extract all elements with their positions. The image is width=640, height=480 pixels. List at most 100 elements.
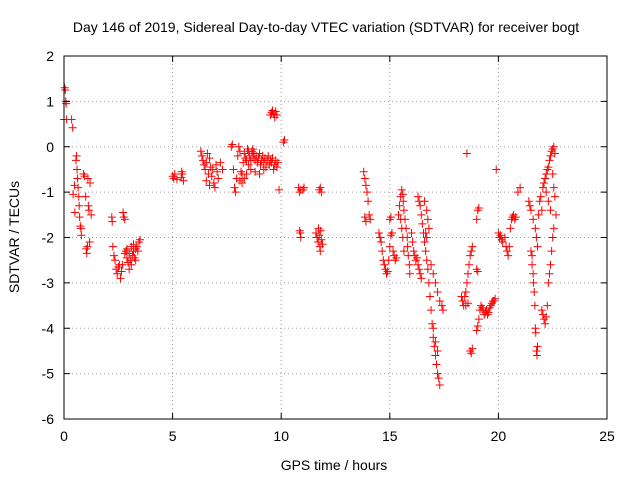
data-point [544, 197, 553, 206]
data-point [235, 176, 244, 185]
data-point [72, 151, 81, 160]
data-point [411, 256, 420, 265]
data-point [506, 224, 515, 233]
data-point [421, 228, 430, 237]
data-point [316, 247, 325, 256]
data-point [435, 380, 444, 389]
data-point [437, 301, 446, 310]
data-point [377, 238, 386, 247]
data-point [431, 351, 440, 360]
data-point [434, 374, 443, 383]
y-tick-label: -5 [42, 366, 55, 382]
y-tick-label: 0 [46, 139, 54, 155]
data-point [170, 169, 179, 178]
data-point [516, 183, 525, 192]
data-point [259, 165, 268, 174]
y-tick-label: -2 [42, 230, 55, 246]
data-point [423, 215, 432, 224]
data-point [75, 201, 84, 210]
data-point [477, 301, 486, 310]
data-point [85, 238, 94, 247]
data-point [359, 167, 368, 176]
data-point [79, 169, 88, 178]
data-point [526, 247, 535, 256]
data-point [279, 138, 288, 147]
data-point [428, 319, 437, 328]
data-point [376, 233, 385, 242]
data-point [61, 86, 70, 95]
data-point [131, 244, 140, 253]
data-point [415, 265, 424, 274]
data-point [238, 179, 247, 188]
data-point [533, 342, 542, 351]
data-point [511, 213, 520, 222]
data-point [374, 228, 383, 237]
data-point [531, 224, 540, 233]
data-point [530, 301, 539, 310]
data-point [82, 249, 91, 258]
data-point [548, 169, 557, 178]
data-point [545, 269, 554, 278]
data-point [416, 201, 425, 210]
data-point [125, 249, 134, 258]
data-point [462, 149, 471, 158]
data-point [425, 292, 434, 301]
data-point [550, 149, 559, 158]
data-point [536, 192, 545, 201]
data-point [528, 260, 537, 269]
data-point [360, 174, 369, 183]
data-point [468, 242, 477, 251]
data-point [365, 210, 374, 219]
data-point [423, 265, 432, 274]
data-point [216, 158, 225, 167]
data-point [208, 165, 217, 174]
data-point [381, 265, 390, 274]
data-point [75, 213, 84, 222]
data-point [422, 233, 431, 242]
data-point [429, 324, 438, 333]
data-point [546, 260, 555, 269]
data-point [503, 247, 512, 256]
data-point [244, 160, 253, 169]
data-point [178, 169, 187, 178]
data-point [494, 228, 503, 237]
data-point [385, 242, 394, 251]
data-point [117, 267, 126, 276]
data-point [69, 190, 78, 199]
data-point [461, 287, 470, 296]
data-point [410, 251, 419, 260]
data-point [82, 244, 91, 253]
data-point [386, 213, 395, 222]
data-point [491, 294, 500, 303]
data-point [492, 165, 501, 174]
data-point [172, 175, 181, 184]
data-point [537, 306, 546, 315]
axis-ticks [63, 55, 608, 420]
data-point [395, 201, 404, 210]
data-point [462, 278, 471, 287]
data-point [531, 328, 540, 337]
data-point [496, 231, 505, 240]
x-tick-label: 0 [60, 428, 68, 444]
data-point [125, 265, 134, 274]
data-point [547, 247, 556, 256]
data-point [427, 260, 436, 269]
data-point [544, 278, 553, 287]
x-tick-label: 10 [273, 428, 289, 444]
data-point [73, 165, 82, 174]
data-point [529, 215, 538, 224]
data-point [435, 297, 444, 306]
data-point [542, 312, 551, 321]
data-point [422, 206, 431, 215]
data-point [389, 247, 398, 256]
data-point [76, 222, 85, 231]
data-point [235, 147, 244, 156]
data-point [397, 185, 406, 194]
data-point [424, 224, 433, 233]
data-point [528, 251, 537, 260]
data-point [549, 224, 558, 233]
data-point [505, 242, 514, 251]
data-point [460, 292, 469, 301]
data-point [390, 251, 399, 260]
data-point [74, 183, 83, 192]
